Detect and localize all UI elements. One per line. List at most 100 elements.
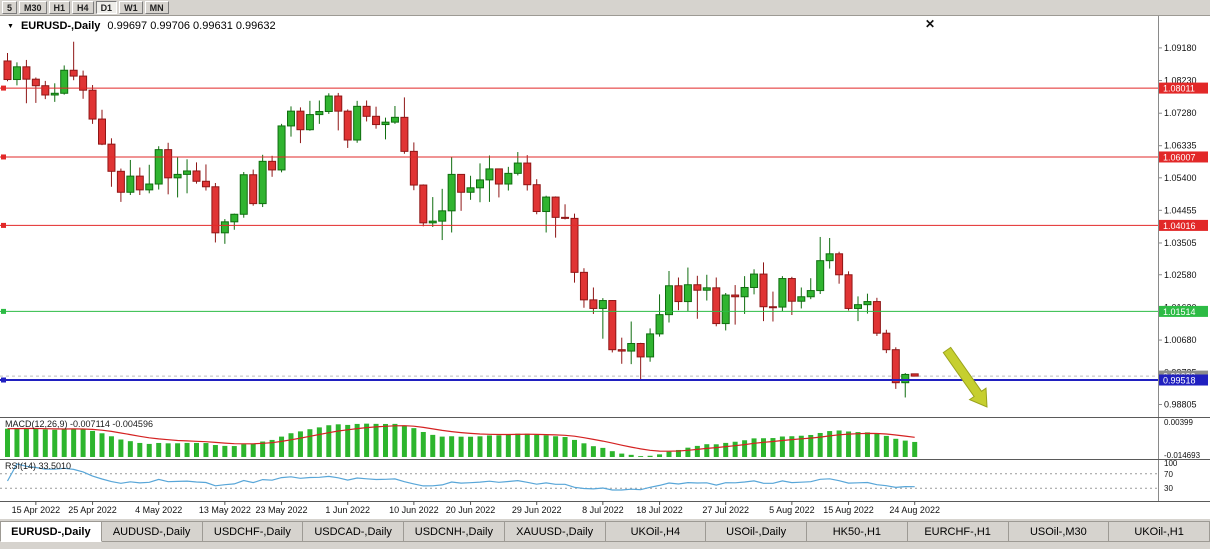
macd-histogram-bar — [146, 443, 152, 457]
tab-usdchf-daily[interactable]: USDCHF-,Daily — [202, 521, 304, 542]
macd-histogram-bar — [137, 442, 143, 457]
tab-eurusd-daily[interactable]: EURUSD-,Daily — [0, 521, 102, 542]
macd-histogram-bar — [864, 432, 870, 457]
hline-anchor[interactable] — [1, 377, 6, 383]
candle — [901, 373, 910, 384]
candle — [343, 110, 352, 141]
date-axis-label: 13 May 2022 — [199, 505, 251, 515]
tab-usoil-daily[interactable]: USOil-,Daily — [706, 521, 807, 542]
tab-usdcnh-daily[interactable]: USDCNH-,Daily — [404, 521, 505, 542]
macd-histogram-bar — [902, 440, 908, 457]
candle — [277, 125, 286, 171]
macd-histogram-bar — [553, 436, 559, 457]
candle — [513, 162, 522, 174]
candle — [438, 210, 447, 222]
hline-anchor[interactable] — [1, 222, 6, 228]
price-label-box — [1159, 305, 1208, 317]
rsi-label-text: RSI(14) — [5, 461, 37, 471]
price-axis-label: 1.09180 — [1164, 43, 1197, 53]
hline-anchor[interactable] — [1, 308, 6, 314]
candle — [646, 333, 655, 358]
timeframe-button-d1[interactable]: D1 — [95, 1, 118, 14]
macd-histogram-bar — [288, 433, 294, 457]
macd-histogram-bar — [846, 431, 852, 457]
hline-anchor[interactable] — [1, 85, 6, 91]
price-chart[interactable]: 1.09180 1.08230 1.07280 1.06335 1.05400 1.044… — [0, 16, 1210, 518]
timeframe-button-h1[interactable]: H1 — [48, 1, 71, 14]
macd-histogram-bar — [789, 436, 795, 457]
macd-histogram-bar — [194, 442, 199, 457]
candle — [22, 66, 31, 80]
tab-xauusd-daily[interactable]: XAUUSD-,Daily — [504, 521, 606, 542]
macd-histogram-bar — [335, 424, 341, 457]
timeframe-button-w1[interactable]: W1 — [119, 1, 143, 14]
tab-eurchf-h1[interactable]: EURCHF-,H1 — [907, 521, 1009, 542]
macd-histogram-bar — [638, 456, 644, 457]
macd-histogram-bar — [80, 429, 86, 457]
candle — [107, 143, 116, 172]
tab-usoil-m30[interactable]: USOil-,M30 — [1008, 521, 1110, 542]
macd-histogram-bar — [383, 423, 388, 457]
macd-histogram-bar — [893, 438, 899, 457]
candle — [98, 118, 106, 145]
candle — [570, 217, 579, 273]
chart-close-icon[interactable]: ✕ — [925, 17, 936, 31]
candle — [324, 95, 333, 112]
macd-histogram-bar — [505, 434, 511, 457]
price-axis-label: 1.05400 — [1164, 173, 1197, 183]
macd-axis-label: 0.00399 — [1164, 418, 1193, 427]
timeframe-button-mn[interactable]: MN — [144, 1, 169, 14]
macd-histogram-bar — [269, 439, 275, 457]
macd-histogram-bar — [345, 424, 351, 457]
macd-histogram-bar — [33, 428, 39, 457]
candle — [183, 170, 192, 175]
price-axis-label: 0.98805 — [1164, 400, 1197, 410]
candle — [305, 114, 314, 131]
candle — [428, 220, 437, 224]
tab-hk50-h1[interactable]: HK50-,H1 — [807, 521, 908, 542]
timeframe-button-h4[interactable]: H4 — [72, 1, 94, 14]
candle — [844, 274, 853, 309]
rsi-label-value: 33.5010 — [38, 461, 72, 471]
candle — [627, 343, 636, 352]
candle — [239, 174, 248, 215]
hline-anchor[interactable] — [1, 154, 6, 160]
macd-histogram-bar — [628, 454, 634, 457]
candle — [882, 332, 891, 351]
date-axis-label: 29 Jun 2022 — [512, 505, 562, 515]
timeframe-button-m30[interactable]: M30 — [19, 1, 47, 14]
macd-histogram-bar — [61, 429, 67, 457]
tab-ukoil-h4[interactable]: UKOil-,H4 — [605, 521, 707, 542]
macd-histogram-bar — [307, 429, 313, 457]
price-label-box — [1159, 219, 1208, 231]
macd-histogram-bar — [723, 442, 729, 457]
macd-histogram-bar — [496, 435, 502, 457]
timeframe-button-5[interactable]: 5 — [2, 1, 18, 14]
symbol-dropdown-icon[interactable]: ▼ — [7, 23, 14, 30]
macd-histogram-bar — [694, 445, 700, 457]
price-label-text: 1.08011 — [1163, 84, 1195, 94]
candle — [806, 290, 815, 298]
macd-histogram-bar — [250, 443, 256, 457]
candle — [69, 69, 78, 77]
chart-symbol-period: EURUSD-,Daily — [20, 20, 101, 32]
annotation-arrow-icon[interactable] — [942, 346, 988, 408]
macd-histogram-bar — [392, 423, 398, 457]
macd-histogram-bar — [704, 444, 710, 457]
tab-ukoil-h1[interactable]: UKOil-,H1 — [1109, 521, 1210, 542]
candle — [532, 184, 541, 213]
tab-usdcad-daily[interactable]: USDCAD-,Daily — [303, 521, 404, 542]
candle — [126, 175, 135, 193]
candle — [201, 180, 210, 188]
candle — [891, 349, 900, 384]
candle — [419, 184, 428, 224]
candle — [41, 85, 50, 96]
candle — [466, 187, 475, 193]
candle — [617, 349, 626, 352]
tab-audusd-daily[interactable]: AUDUSD-,Daily — [101, 521, 203, 542]
candle — [768, 306, 777, 309]
candle — [835, 253, 844, 276]
macd-histogram-bar — [713, 444, 719, 457]
date-axis-label: 1 Jun 2022 — [325, 505, 370, 515]
price-label-text: 0.99518 — [1163, 376, 1196, 386]
